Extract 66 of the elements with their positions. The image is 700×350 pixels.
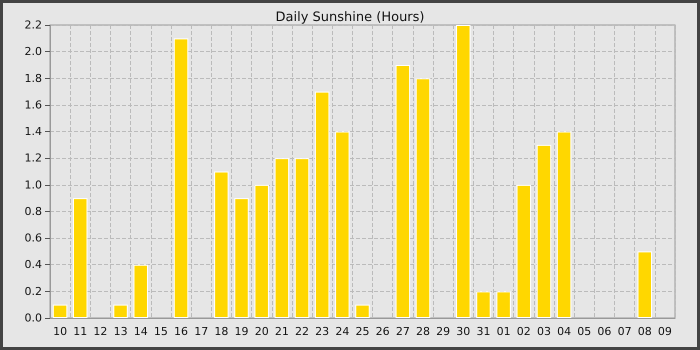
- bar: [335, 132, 350, 318]
- bar: [113, 304, 128, 318]
- bar: [456, 25, 471, 318]
- y-tick-label: 0.0: [24, 312, 42, 324]
- bar: [496, 291, 511, 318]
- x-tick-label: 17: [194, 325, 208, 338]
- x-tick-label: 16: [174, 325, 188, 338]
- x-tick-label: 30: [456, 325, 470, 338]
- x-tick-label: 07: [618, 325, 632, 338]
- bar: [133, 264, 148, 318]
- x-tick-label: 13: [114, 325, 128, 338]
- x-tick-label: 06: [597, 325, 612, 338]
- bar: [556, 132, 572, 318]
- x-tick-label: 05: [577, 325, 592, 338]
- x-tick-label: 11: [73, 325, 88, 338]
- x-tick-label: 15: [154, 325, 168, 338]
- y-tick-label: 1.8: [24, 72, 42, 85]
- bar: [516, 184, 532, 318]
- x-tick-label: 19: [234, 325, 249, 338]
- y-tick-label: 1.4: [24, 125, 42, 138]
- x-tick-label: 22: [295, 325, 310, 338]
- chart-title: Daily Sunshine (Hours): [276, 10, 424, 25]
- x-tick-label: 18: [214, 325, 228, 338]
- y-tick-label: 2.2: [24, 18, 42, 32]
- y-tick-label: 0.6: [24, 232, 42, 245]
- x-tick-label: 12: [93, 325, 108, 338]
- bar: [638, 251, 652, 318]
- y-tick-label: 2.0: [24, 45, 42, 58]
- bar: [476, 291, 491, 318]
- x-tick-label: 25: [356, 325, 370, 338]
- bar: [254, 184, 269, 318]
- x-tick-label: 27: [396, 325, 410, 338]
- bar: [294, 158, 310, 318]
- x-tick-label: 31: [476, 325, 490, 338]
- bar: [274, 158, 290, 318]
- x-tick-label: 01: [496, 325, 511, 338]
- x-tick-label: 09: [658, 325, 672, 338]
- x-tick-label: 23: [315, 325, 330, 338]
- x-tick-label: 28: [416, 325, 430, 338]
- x-tick-label: 24: [335, 325, 350, 338]
- x-tick-label: 26: [376, 325, 390, 338]
- y-tick-label: 1.0: [24, 178, 42, 192]
- bar: [72, 198, 88, 318]
- x-tick-label: 08: [638, 325, 652, 338]
- y-tick-label: 1.6: [24, 98, 42, 112]
- bar: [536, 144, 552, 318]
- bar: [355, 304, 370, 318]
- x-tick-label: 02: [516, 325, 531, 338]
- bar: [214, 172, 229, 318]
- bar: [396, 64, 410, 318]
- bar: [416, 78, 430, 318]
- y-tick-label: 0.8: [24, 204, 42, 218]
- x-tick-label: 29: [436, 325, 450, 338]
- bar: [174, 38, 188, 318]
- y-tick-label: 1.2: [24, 152, 42, 165]
- x-tick-label: 03: [536, 325, 551, 338]
- x-tick-label: 10: [53, 325, 68, 338]
- bar: [52, 304, 68, 318]
- bar: [234, 198, 249, 318]
- x-tick-label: 14: [134, 325, 148, 338]
- bar: [314, 92, 330, 318]
- x-tick-label: 04: [557, 325, 572, 338]
- y-tick-label: 0.4: [24, 258, 42, 272]
- y-tick-label: 0.2: [24, 284, 42, 298]
- x-tick-label: 20: [254, 325, 269, 338]
- x-tick-label: 21: [274, 325, 289, 338]
